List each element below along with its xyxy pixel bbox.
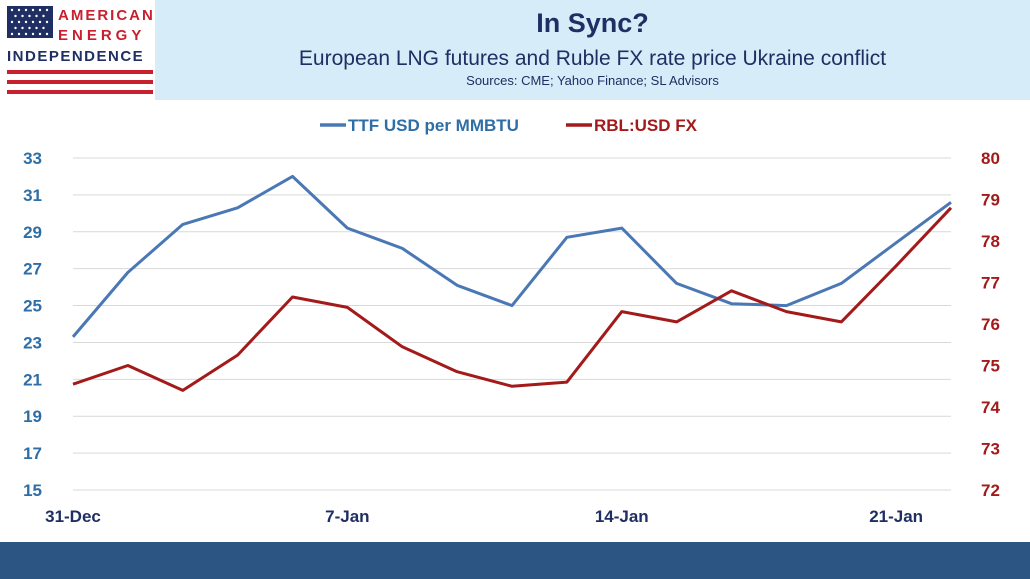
logo-line-energy: ENERGY [58,27,146,44]
x-axis-tick-label: 31-Dec [45,507,101,526]
x-axis-tick-label: 21-Jan [869,507,923,526]
x-axis-tick-label: 14-Jan [595,507,649,526]
right-axis-tick-label: 77 [981,274,1000,293]
left-axis-tick-label: 23 [23,333,42,352]
logo: AMERICAN ENERGY INDEPENDENCE [0,0,155,100]
series-line-ttf [71,174,952,338]
left-axis-tick-label: 21 [23,370,42,389]
right-axis-tick-label: 79 [981,191,1000,210]
left-axis-tick-label: 17 [23,444,42,463]
page-title: In Sync? [536,8,649,38]
left-axis-ticks: 15 17 19 21 23 25 27 29 31 33 [23,149,42,500]
left-axis-tick-label: 29 [23,223,42,242]
logo-line-american: AMERICAN [58,7,155,24]
left-axis-tick-label: 31 [23,186,42,205]
legend-label: TTF USD per MMBTU [348,116,519,135]
chart-grid [73,157,951,491]
left-axis-tick-label: 25 [23,297,42,316]
x-axis-ticks: 31-Dec 7-Jan 14-Jan 21-Jan [45,507,923,526]
legend-label: RBL:USD FX [594,116,698,135]
x-axis-tick-label: 7-Jan [325,507,369,526]
logo-line-independence: INDEPENDENCE [7,48,145,65]
sources-note: Sources: CME; Yahoo Finance; SL Advisors [466,73,719,88]
left-axis-tick-label: 33 [23,149,42,168]
right-axis-ticks: 72 73 74 75 76 77 78 79 80 [981,149,1000,500]
left-axis-tick-label: 19 [23,407,42,426]
left-axis-tick-label: 27 [23,260,42,279]
right-axis-tick-label: 72 [981,481,1000,500]
right-axis-tick-label: 74 [981,398,1000,417]
series-line-rbl [72,206,953,392]
right-axis-tick-label: 80 [981,149,1000,168]
chart-legend: TTF USD per MMBTU RBL:USD FX [320,116,698,135]
series-lines [71,174,953,392]
left-axis-tick-label: 15 [23,481,42,500]
right-axis-tick-label: 78 [981,232,1000,251]
right-axis-tick-label: 76 [981,315,1000,334]
right-axis-tick-label: 75 [981,357,1000,376]
page-subtitle: European LNG futures and Ruble FX rate p… [298,47,887,70]
logo-stripes [7,70,153,94]
right-axis-tick-label: 73 [981,440,1000,459]
us-flag-icon [7,6,53,38]
header-band [155,0,1030,100]
footer-bar [0,542,1030,579]
